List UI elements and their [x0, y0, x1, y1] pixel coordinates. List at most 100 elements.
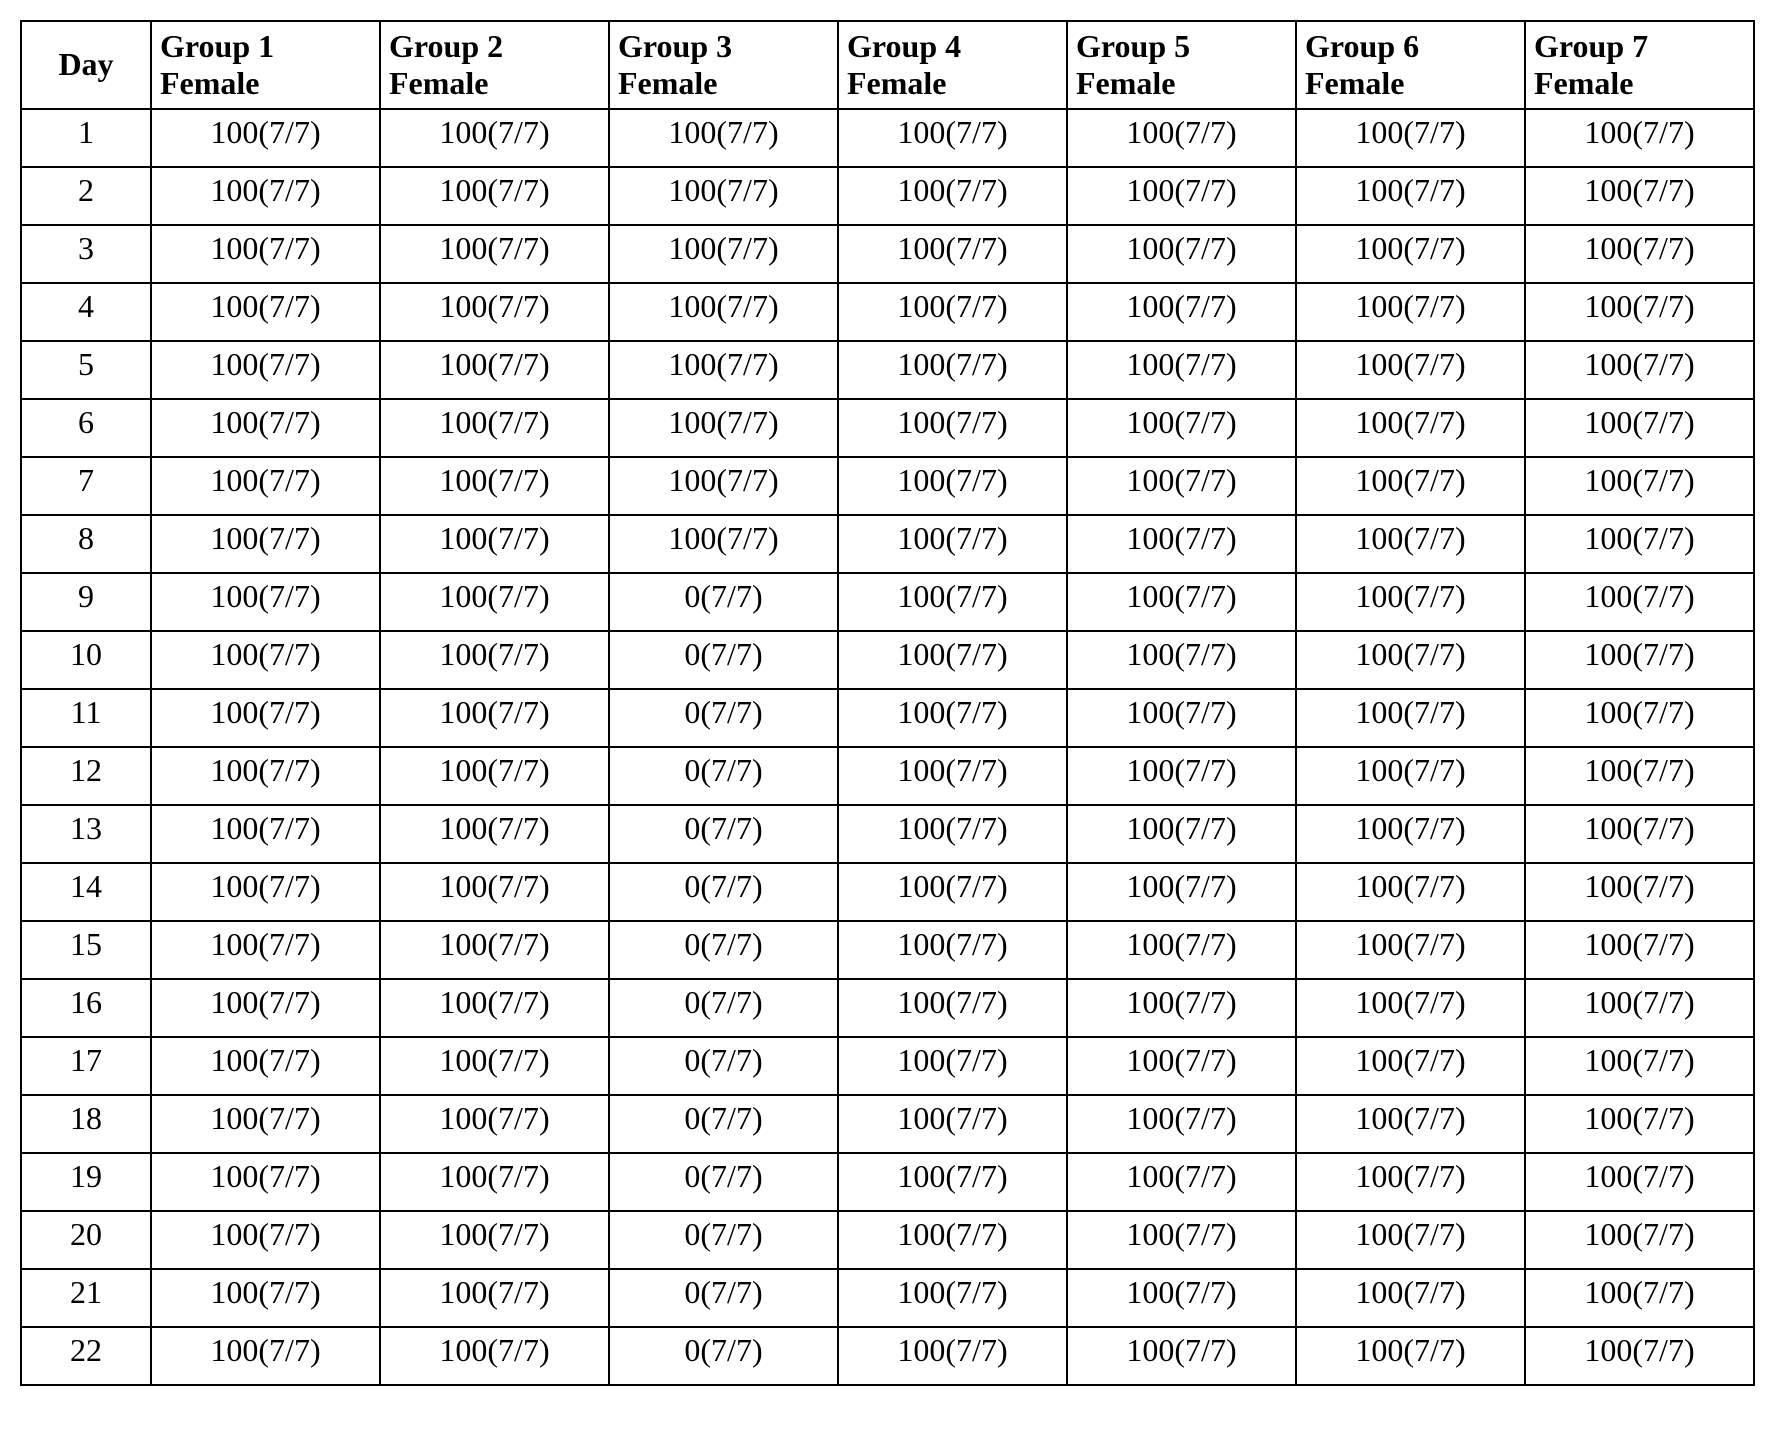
value-cell: 100(7/7) [1296, 863, 1525, 921]
value-cell: 0(7/7) [609, 689, 838, 747]
day-cell: 19 [21, 1153, 151, 1211]
value-cell: 100(7/7) [1525, 399, 1754, 457]
value-cell: 100(7/7) [1296, 1153, 1525, 1211]
day-cell: 8 [21, 515, 151, 573]
value-cell: 100(7/7) [151, 1327, 380, 1385]
value-cell: 100(7/7) [1067, 573, 1296, 631]
value-cell: 100(7/7) [838, 457, 1067, 515]
day-cell: 21 [21, 1269, 151, 1327]
value-cell: 100(7/7) [1525, 979, 1754, 1037]
value-cell: 100(7/7) [838, 225, 1067, 283]
value-cell: 100(7/7) [1067, 167, 1296, 225]
value-cell: 100(7/7) [380, 1269, 609, 1327]
value-cell: 0(7/7) [609, 1269, 838, 1327]
value-cell: 100(7/7) [151, 515, 380, 573]
value-cell: 100(7/7) [1067, 805, 1296, 863]
value-cell: 100(7/7) [609, 457, 838, 515]
value-cell: 100(7/7) [1296, 689, 1525, 747]
col-header-line2: Female [160, 65, 371, 102]
value-cell: 100(7/7) [1296, 167, 1525, 225]
value-cell: 100(7/7) [609, 167, 838, 225]
table-body: 1100(7/7)100(7/7)100(7/7)100(7/7)100(7/7… [21, 109, 1754, 1385]
value-cell: 0(7/7) [609, 1153, 838, 1211]
value-cell: 100(7/7) [151, 689, 380, 747]
table-row: 13100(7/7)100(7/7)0(7/7)100(7/7)100(7/7)… [21, 805, 1754, 863]
col-header-line1: Group 6 [1305, 28, 1516, 65]
value-cell: 100(7/7) [1525, 515, 1754, 573]
value-cell: 100(7/7) [151, 1211, 380, 1269]
value-cell: 100(7/7) [1067, 399, 1296, 457]
col-header-day: Day [21, 21, 151, 109]
value-cell: 100(7/7) [1067, 1327, 1296, 1385]
value-cell: 100(7/7) [1525, 863, 1754, 921]
col-header-group-6: Group 6 Female [1296, 21, 1525, 109]
value-cell: 100(7/7) [609, 225, 838, 283]
col-header-line1: Group 3 [618, 28, 829, 65]
value-cell: 100(7/7) [1296, 515, 1525, 573]
table-row: 10100(7/7)100(7/7)0(7/7)100(7/7)100(7/7)… [21, 631, 1754, 689]
table-row: 6100(7/7)100(7/7)100(7/7)100(7/7)100(7/7… [21, 399, 1754, 457]
value-cell: 100(7/7) [838, 689, 1067, 747]
col-header-line2: Female [1534, 65, 1745, 102]
table-row: 11100(7/7)100(7/7)0(7/7)100(7/7)100(7/7)… [21, 689, 1754, 747]
day-cell: 6 [21, 399, 151, 457]
day-cell: 15 [21, 921, 151, 979]
value-cell: 100(7/7) [609, 341, 838, 399]
value-cell: 100(7/7) [380, 573, 609, 631]
value-cell: 100(7/7) [838, 1095, 1067, 1153]
value-cell: 100(7/7) [151, 167, 380, 225]
value-cell: 100(7/7) [1067, 341, 1296, 399]
value-cell: 100(7/7) [151, 631, 380, 689]
day-cell: 3 [21, 225, 151, 283]
col-header-group-1: Group 1 Female [151, 21, 380, 109]
day-cell: 10 [21, 631, 151, 689]
value-cell: 0(7/7) [609, 1037, 838, 1095]
table-row: 1100(7/7)100(7/7)100(7/7)100(7/7)100(7/7… [21, 109, 1754, 167]
value-cell: 100(7/7) [1525, 689, 1754, 747]
value-cell: 0(7/7) [609, 979, 838, 1037]
table-row: 14100(7/7)100(7/7)0(7/7)100(7/7)100(7/7)… [21, 863, 1754, 921]
value-cell: 100(7/7) [838, 747, 1067, 805]
value-cell: 0(7/7) [609, 573, 838, 631]
table-row: 20100(7/7)100(7/7)0(7/7)100(7/7)100(7/7)… [21, 1211, 1754, 1269]
value-cell: 100(7/7) [1296, 1327, 1525, 1385]
value-cell: 100(7/7) [380, 341, 609, 399]
value-cell: 100(7/7) [380, 747, 609, 805]
table-row: 22100(7/7)100(7/7)0(7/7)100(7/7)100(7/7)… [21, 1327, 1754, 1385]
table-row: 3100(7/7)100(7/7)100(7/7)100(7/7)100(7/7… [21, 225, 1754, 283]
value-cell: 100(7/7) [1067, 1095, 1296, 1153]
value-cell: 100(7/7) [838, 283, 1067, 341]
value-cell: 100(7/7) [151, 341, 380, 399]
value-cell: 100(7/7) [838, 863, 1067, 921]
value-cell: 100(7/7) [380, 109, 609, 167]
value-cell: 100(7/7) [1525, 109, 1754, 167]
value-cell: 100(7/7) [151, 805, 380, 863]
value-cell: 100(7/7) [1296, 979, 1525, 1037]
col-header-line1: Group 1 [160, 28, 371, 65]
day-cell: 16 [21, 979, 151, 1037]
value-cell: 100(7/7) [151, 457, 380, 515]
day-cell: 1 [21, 109, 151, 167]
value-cell: 100(7/7) [1067, 515, 1296, 573]
col-header-line2: Female [618, 65, 829, 102]
value-cell: 100(7/7) [380, 863, 609, 921]
value-cell: 100(7/7) [838, 1269, 1067, 1327]
value-cell: 100(7/7) [1525, 225, 1754, 283]
col-header-group-2: Group 2 Female [380, 21, 609, 109]
value-cell: 100(7/7) [838, 573, 1067, 631]
value-cell: 100(7/7) [1067, 1037, 1296, 1095]
table-row: 21100(7/7)100(7/7)0(7/7)100(7/7)100(7/7)… [21, 1269, 1754, 1327]
value-cell: 100(7/7) [1296, 1211, 1525, 1269]
table-header: Day Group 1 Female Group 2 Female Group … [21, 21, 1754, 109]
table-row: 7100(7/7)100(7/7)100(7/7)100(7/7)100(7/7… [21, 457, 1754, 515]
value-cell: 100(7/7) [1296, 1269, 1525, 1327]
value-cell: 100(7/7) [838, 1153, 1067, 1211]
value-cell: 100(7/7) [609, 109, 838, 167]
value-cell: 100(7/7) [380, 457, 609, 515]
value-cell: 100(7/7) [609, 515, 838, 573]
value-cell: 100(7/7) [1067, 863, 1296, 921]
col-header-line1: Group 2 [389, 28, 600, 65]
table-row: 5100(7/7)100(7/7)100(7/7)100(7/7)100(7/7… [21, 341, 1754, 399]
col-header-day-label: Day [58, 46, 113, 82]
value-cell: 100(7/7) [838, 921, 1067, 979]
